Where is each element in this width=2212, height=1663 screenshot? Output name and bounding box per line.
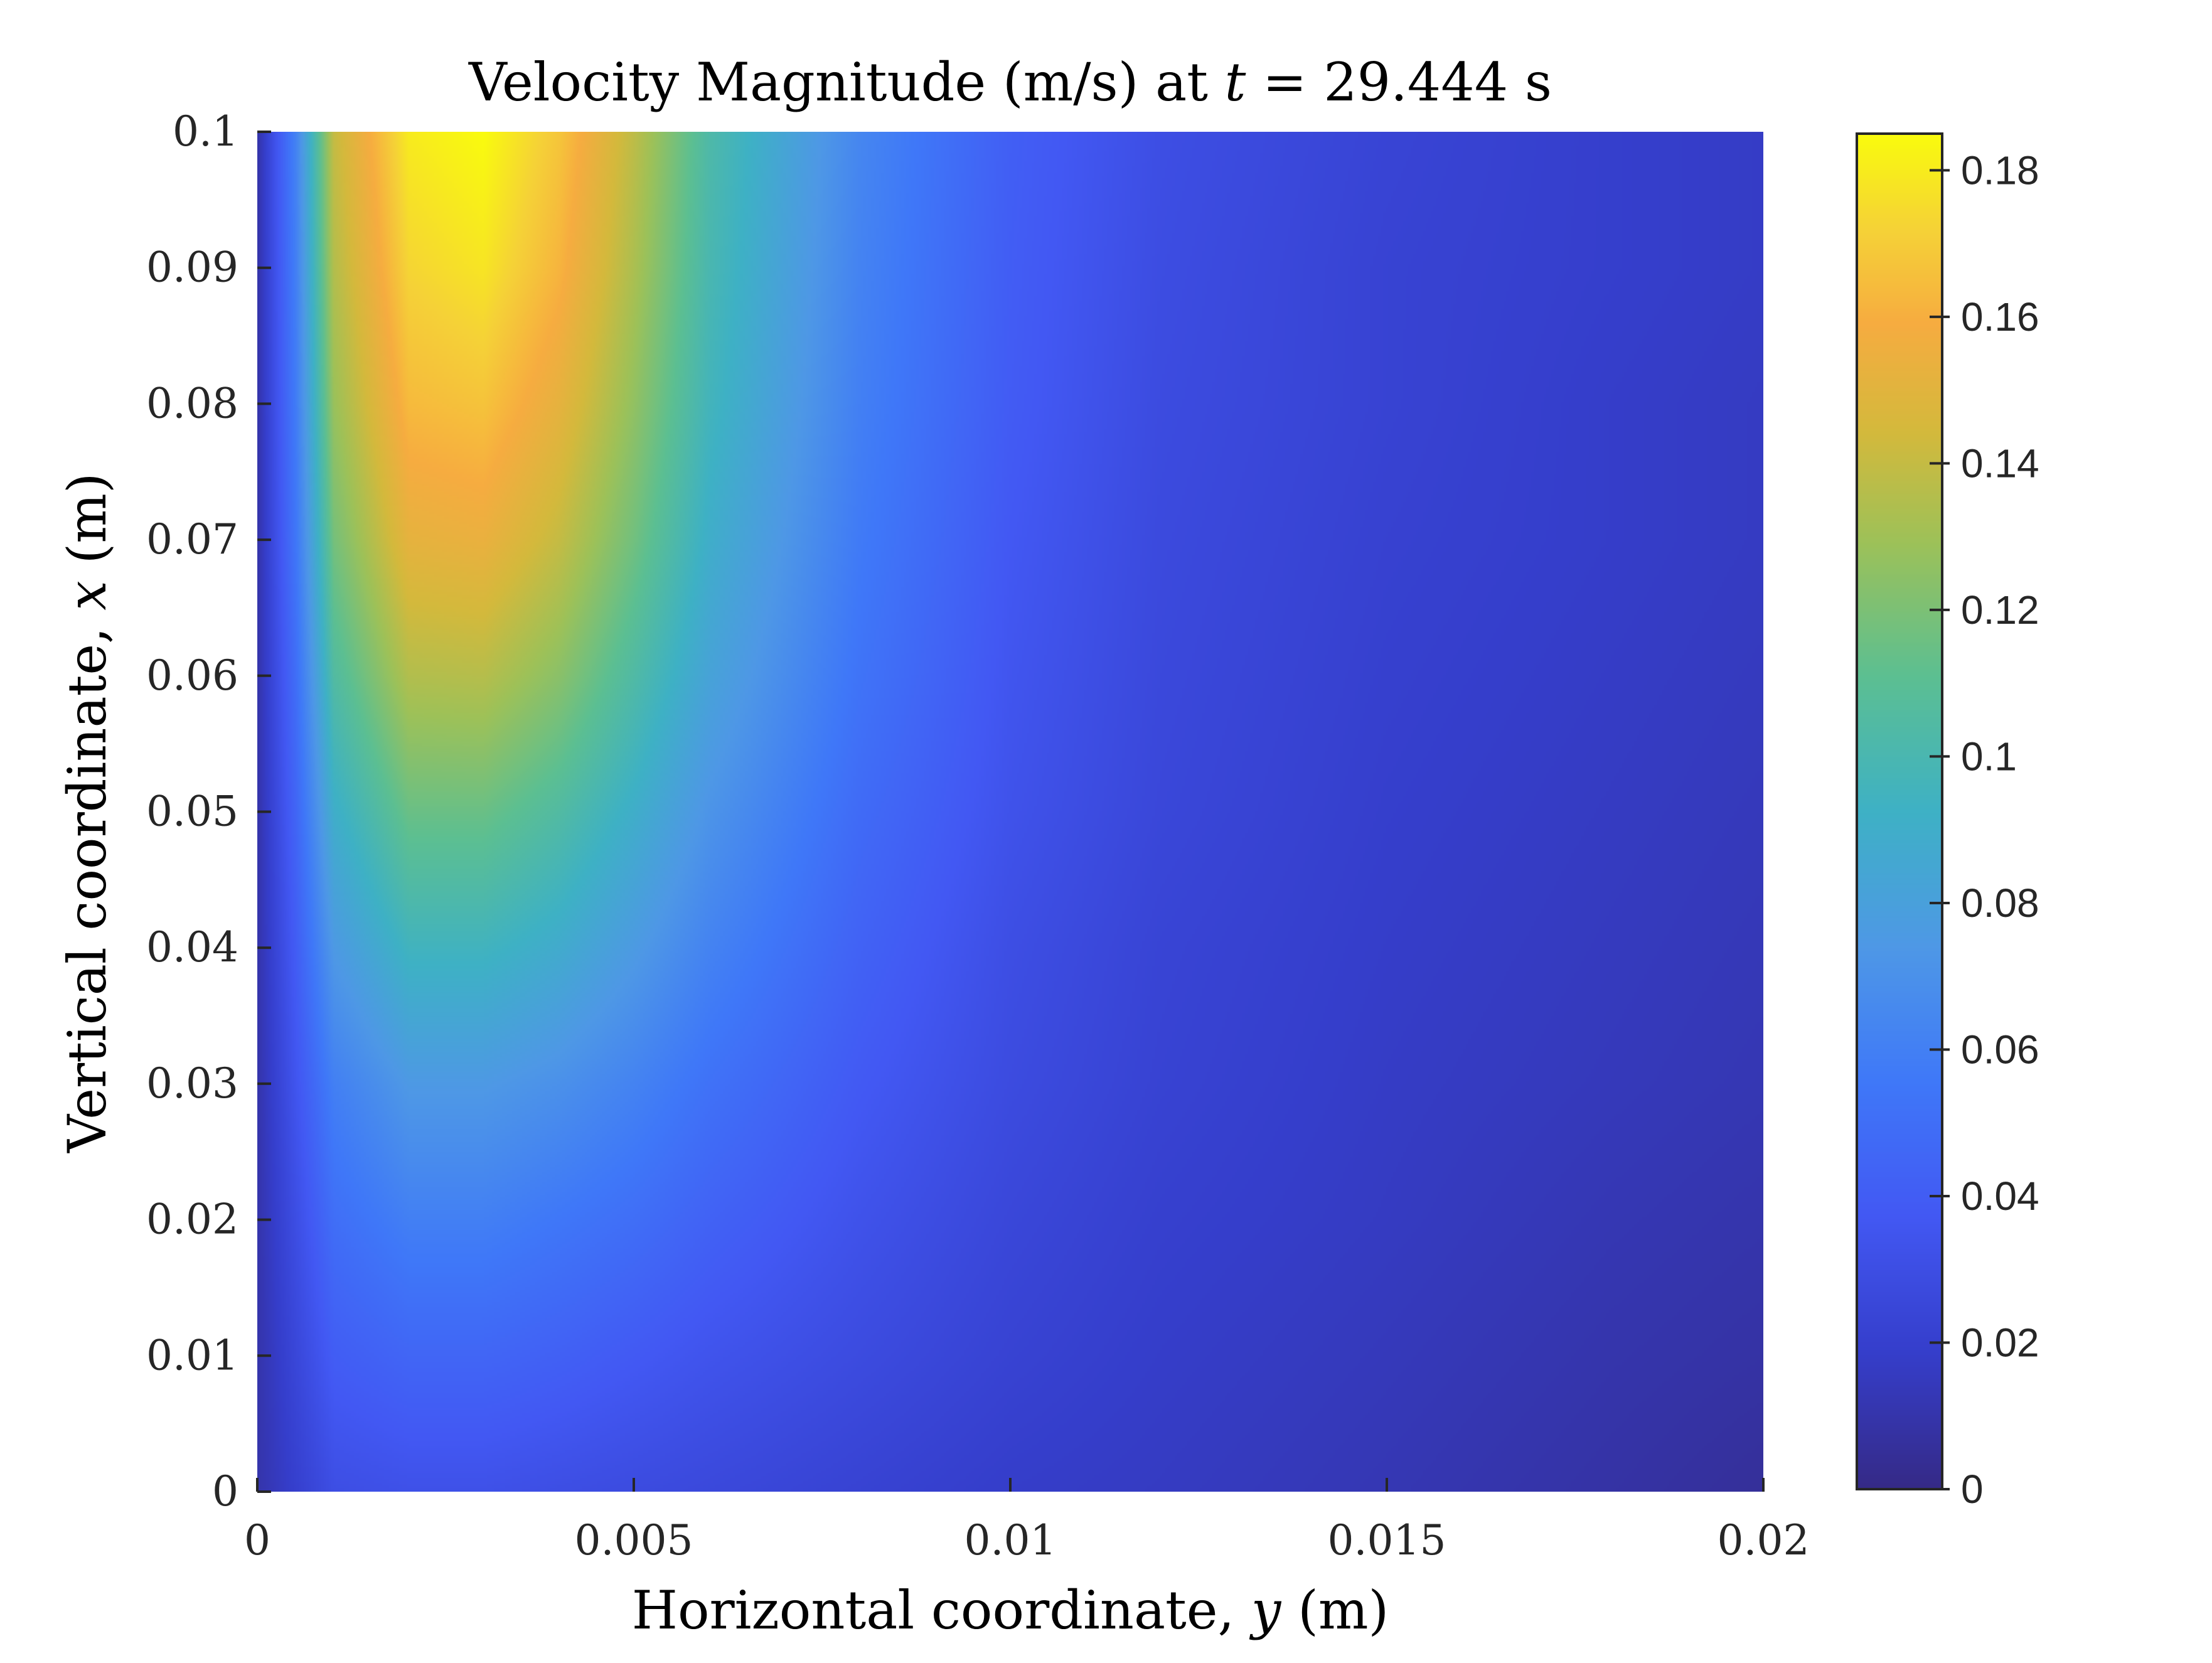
y-axis-label: Vertical coordinate, x (m): [56, 473, 118, 1153]
y-tick-label: 0.08: [146, 379, 238, 427]
colorbar-frame: [1856, 132, 1943, 1490]
x-axis-label-unit: (m): [1281, 1580, 1389, 1641]
x-tick-label: 0.005: [575, 1516, 693, 1564]
heatmap-image: [257, 132, 1763, 1492]
y-tick-label: 0.05: [146, 788, 238, 836]
y-tick-label: 0.03: [146, 1059, 238, 1108]
colorbar-tick-label: 0.04: [1961, 1174, 2039, 1219]
colorbar-tick-label: 0.12: [1961, 587, 2039, 633]
y-tick-label: 0.07: [146, 515, 238, 564]
x-tick-label: 0: [244, 1516, 270, 1564]
colorbar-tick-label: 0.08: [1961, 880, 2039, 926]
y-tick-label: 0.1: [173, 107, 238, 156]
y-tick-label: 0.02: [146, 1195, 238, 1244]
x-axis-ticks: 0 0.005 0.01 0.015 0.02: [244, 1478, 1809, 1564]
y-tick-label: 0: [212, 1467, 238, 1516]
y-tick-label: 0.06: [146, 651, 238, 700]
chart-title-variable: t: [1225, 51, 1246, 113]
x-tick-label: 0.02: [1718, 1516, 1810, 1564]
chart-title-rest: = 29.444 s: [1246, 51, 1552, 113]
y-axis-label-main: Vertical coordinate,: [56, 611, 118, 1153]
y-tick-label: 0.01: [146, 1331, 238, 1379]
colorbar-tick-label: 0.06: [1961, 1027, 2039, 1072]
y-axis-label-variable: x: [56, 580, 118, 610]
colorbar-ticks: 0 0.02 0.04 0.06 0.08 0.1 0.12 0.14 0.16 0.18: [1930, 147, 2039, 1512]
x-axis-label-main: Horizontal coordinate,: [632, 1580, 1251, 1641]
x-tick-label: 0.01: [964, 1516, 1057, 1564]
colorbar-tick-label: 0.1: [1961, 734, 2017, 779]
colorbar-gradient: [1857, 134, 1942, 1489]
colorbar-tick-label: 0.16: [1961, 294, 2039, 340]
chart-title-main: Velocity Magnitude (m/s) at: [468, 51, 1225, 113]
y-axis-label-unit: (m): [56, 473, 118, 580]
colorbar-tick-label: 0.18: [1961, 147, 2039, 193]
x-tick-label: 0.015: [1328, 1516, 1446, 1564]
colorbar-tick-label: 0.02: [1961, 1320, 2039, 1365]
y-tick-label: 0.04: [146, 923, 238, 971]
y-tick-label: 0.09: [146, 243, 238, 292]
chart-title: Velocity Magnitude (m/s) at t = 29.444 s: [468, 51, 1552, 113]
x-axis-label: Horizontal coordinate, y (m): [632, 1580, 1389, 1641]
x-axis-label-variable: y: [1249, 1580, 1282, 1641]
colorbar-tick-label: 0.14: [1961, 441, 2039, 486]
y-axis-ticks: 0 0.01 0.02 0.03 0.04 0.05 0.06 0.07 0.08 0.09 0.1: [146, 107, 271, 1516]
colorbar-tick-label: 0: [1961, 1467, 1984, 1512]
